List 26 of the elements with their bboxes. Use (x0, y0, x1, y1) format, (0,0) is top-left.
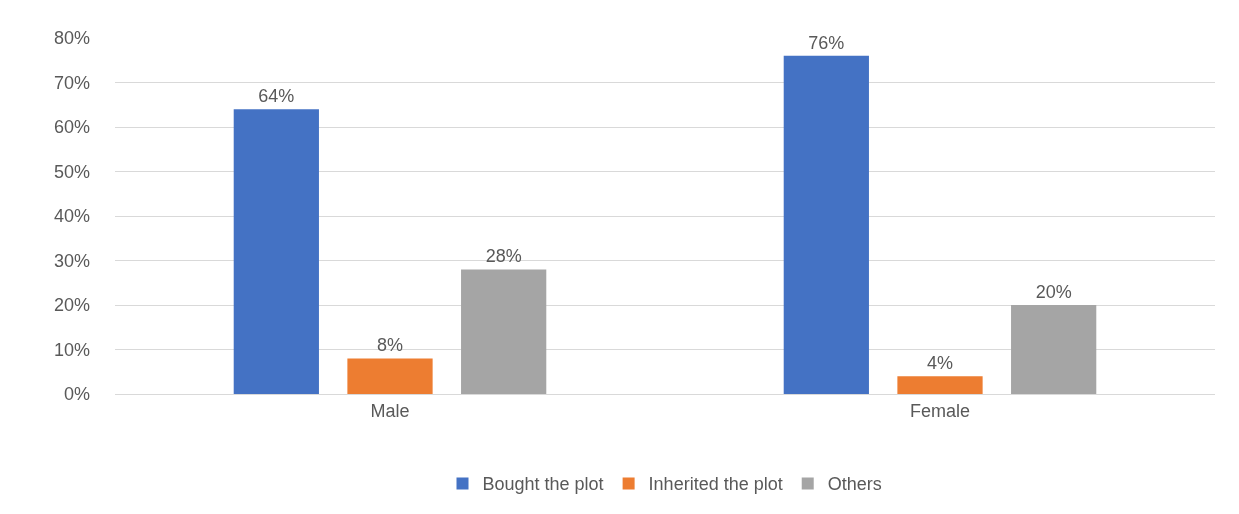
x-tick-label: Female (909, 400, 971, 421)
data-label: 64% (258, 86, 295, 107)
data-label: 28% (485, 246, 522, 267)
bar (897, 376, 983, 394)
legend-label: Inherited the plot (648, 474, 783, 495)
y-tick-label: 10% (53, 339, 90, 360)
data-label: 4% (927, 353, 954, 374)
x-tick-label: Male (370, 400, 410, 421)
bar (783, 55, 869, 394)
bar (233, 109, 319, 394)
bar (347, 358, 433, 394)
data-label: 8% (377, 335, 404, 356)
y-tick-label: 0% (63, 384, 90, 405)
bar (461, 269, 547, 394)
y-tick-label: 30% (53, 250, 90, 271)
y-tick-label: 80% (53, 28, 90, 49)
y-tick-label: 40% (53, 206, 90, 227)
legend-label: Bought the plot (482, 474, 604, 495)
data-label: 20% (1035, 282, 1072, 302)
y-tick-label: 70% (53, 72, 90, 93)
legend-label: Others (827, 474, 882, 495)
y-tick-label: 50% (53, 161, 90, 182)
y-tick-label: 20% (53, 295, 90, 316)
data-label: 76% (808, 32, 845, 53)
bar (1011, 305, 1097, 394)
y-tick-label: 60% (53, 117, 90, 138)
